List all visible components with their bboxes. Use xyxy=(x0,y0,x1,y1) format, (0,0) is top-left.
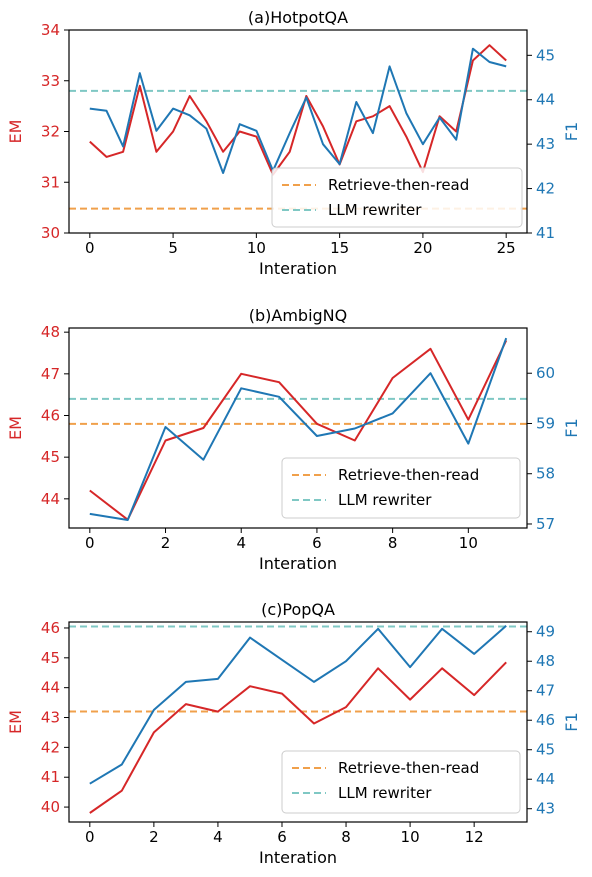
x-tick-label: 6 xyxy=(312,534,322,552)
series-line-f1 xyxy=(90,49,506,173)
x-tick-label: 8 xyxy=(341,828,351,846)
y-left-tick-label: 41 xyxy=(41,768,60,786)
y-right-tick-label: 43 xyxy=(536,135,555,153)
x-tick-label: 4 xyxy=(213,828,223,846)
x-tick-label: 0 xyxy=(85,239,95,257)
y-left-axis-label: EM xyxy=(6,710,25,734)
y-left-tick-label: 48 xyxy=(41,323,60,341)
x-axis-label: Interation xyxy=(259,848,337,867)
x-axis-label: Interation xyxy=(259,259,337,278)
legend: Retrieve-then-read LLM rewriter xyxy=(272,168,522,227)
series-line-em xyxy=(90,45,506,174)
x-tick-label: 12 xyxy=(465,828,484,846)
y-right-tick-label: 59 xyxy=(536,414,555,432)
y-right-axis-label: F1 xyxy=(562,712,581,731)
y-right-tick-label: 60 xyxy=(536,364,555,382)
y-left-axis-label: EM xyxy=(6,120,25,144)
y-left-tick-label: 47 xyxy=(41,365,60,383)
x-tick-label: 20 xyxy=(413,239,432,257)
legend-label: LLM rewriter xyxy=(328,201,422,219)
y-right-tick-label: 44 xyxy=(536,91,555,109)
y-right-tick-label: 58 xyxy=(536,465,555,483)
legend: Retrieve-then-read LLM rewriter xyxy=(282,458,520,518)
y-left-tick-label: 33 xyxy=(41,72,60,90)
x-tick-label: 0 xyxy=(85,828,95,846)
y-right-tick-label: 44 xyxy=(536,770,555,788)
legend-label: Retrieve-then-read xyxy=(338,759,479,777)
y-left-tick-label: 46 xyxy=(41,407,60,425)
y-left-tick-label: 42 xyxy=(41,738,60,756)
x-tick-label: 4 xyxy=(236,534,246,552)
chart-title: (a)HotpotQA xyxy=(248,8,348,27)
legend-label: LLM rewriter xyxy=(338,784,432,802)
x-tick-label: 25 xyxy=(497,239,516,257)
x-tick-label: 0 xyxy=(85,534,95,552)
y-left-tick-label: 32 xyxy=(41,123,60,141)
y-right-tick-label: 48 xyxy=(536,652,555,670)
x-tick-label: 2 xyxy=(161,534,171,552)
x-tick-label: 15 xyxy=(330,239,349,257)
y-right-tick-label: 45 xyxy=(536,741,555,759)
y-left-tick-label: 34 xyxy=(41,21,60,39)
x-tick-label: 8 xyxy=(388,534,398,552)
y-right-axis-label: F1 xyxy=(562,122,581,141)
x-axis-label: Interation xyxy=(259,554,337,573)
chart-title: (c)PopQA xyxy=(261,600,335,619)
y-right-tick-label: 45 xyxy=(536,46,555,64)
y-right-tick-label: 46 xyxy=(536,711,555,729)
legend: Retrieve-then-read LLM rewriter xyxy=(282,751,520,813)
y-right-tick-label: 42 xyxy=(536,180,555,198)
y-left-tick-label: 45 xyxy=(41,649,60,667)
y-left-tick-label: 31 xyxy=(41,173,60,191)
x-tick-label: 10 xyxy=(459,534,478,552)
chart-title: (b)AmbigNQ xyxy=(249,306,348,325)
y-left-tick-label: 43 xyxy=(41,709,60,727)
y-left-tick-label: 40 xyxy=(41,798,60,816)
y-left-tick-label: 46 xyxy=(41,619,60,637)
x-tick-label: 10 xyxy=(401,828,420,846)
chart-panel-1: (a)HotpotQA 0 5 10 15 20 25 Interation 30 31 32 33 3… xyxy=(6,8,581,278)
x-tick-label: 5 xyxy=(168,239,178,257)
legend-label: Retrieve-then-read xyxy=(338,466,479,484)
y-right-tick-label: 57 xyxy=(536,515,555,533)
x-tick-label: 2 xyxy=(149,828,159,846)
y-left-axis-label: EM xyxy=(6,416,25,440)
legend-label: Retrieve-then-read xyxy=(328,176,469,194)
y-right-tick-label: 41 xyxy=(536,224,555,242)
x-tick-label: 10 xyxy=(247,239,266,257)
y-right-tick-label: 47 xyxy=(536,682,555,700)
y-right-tick-label: 49 xyxy=(536,623,555,641)
y-left-tick-label: 45 xyxy=(41,448,60,466)
y-left-tick-label: 44 xyxy=(41,490,60,508)
y-left-tick-label: 30 xyxy=(41,224,60,242)
legend-label: LLM rewriter xyxy=(338,491,432,509)
x-tick-label: 6 xyxy=(277,828,287,846)
y-left-tick-label: 44 xyxy=(41,679,60,697)
y-right-axis-label: F1 xyxy=(562,418,581,437)
y-right-tick-label: 43 xyxy=(536,800,555,818)
